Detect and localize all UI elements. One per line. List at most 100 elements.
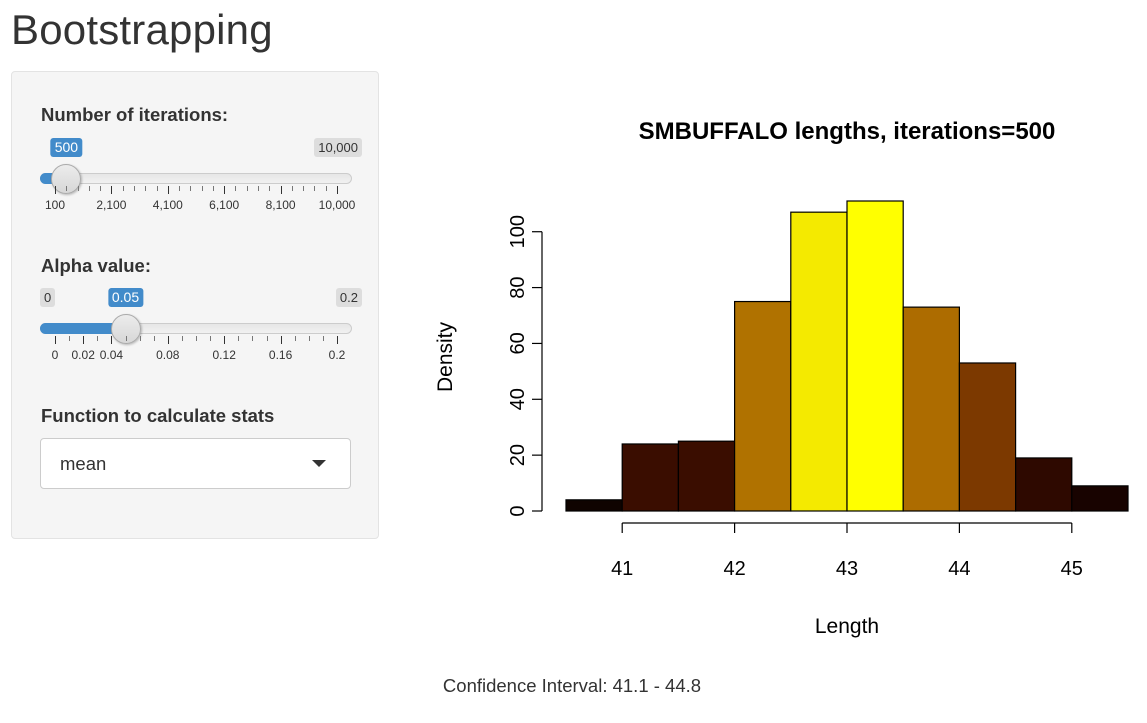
y-tick-label: 40 [507, 388, 529, 410]
alpha-label: Alpha value: [41, 255, 151, 276]
iterations-minor-tick [314, 186, 316, 191]
iterations-minor-tick [325, 186, 327, 191]
alpha-major-tick [83, 336, 85, 344]
iterations-minor-tick [235, 186, 237, 191]
histogram-bar [734, 300, 792, 512]
iterations-minor-tick [269, 186, 271, 191]
alpha-slider[interactable]: 0 0.2 0.05 0 0.02 0.04 0.08 0.12 0.16 0.2 [40, 288, 362, 378]
alpha-tick-label: 0.2 [328, 348, 346, 362]
histogram-bar [621, 443, 679, 512]
y-axis-label: Density [434, 321, 457, 392]
x-axis-label: Length [815, 615, 879, 638]
iterations-tick-label: 8,100 [265, 198, 296, 212]
iterations-tick-label: 2,100 [96, 198, 127, 212]
iterations-minor-tick [201, 186, 203, 191]
iterations-tick-label: 6,100 [209, 198, 240, 212]
confidence-interval-text: Confidence Interval: 41.1 - 44.8 [442, 675, 702, 696]
iterations-tick-label: 100 [44, 198, 66, 212]
iterations-major-tick [55, 186, 56, 194]
iterations-value-bubble: 500 [50, 138, 83, 157]
alpha-major-tick [224, 336, 226, 344]
alpha-tick-label: 0.08 [156, 348, 180, 362]
alpha-minor-tick [308, 336, 310, 341]
iterations-minor-tick [258, 186, 260, 191]
iterations-major-tick [224, 186, 226, 194]
alpha-minor-tick [153, 336, 155, 341]
y-tick-label: 20 [507, 444, 529, 466]
chart-title: SMBUFFALO lengths, iterations=500 [639, 118, 1056, 145]
iterations-minor-tick [77, 186, 79, 191]
x-tick-label: 45 [1061, 558, 1083, 580]
y-tick-label: 0 [507, 505, 529, 516]
histogram-bar [565, 499, 623, 512]
iterations-minor-tick [291, 186, 293, 191]
chevron-down-icon [312, 460, 326, 467]
stat-function-select[interactable]: mean [40, 438, 351, 489]
alpha-tick-label: 0.16 [268, 348, 293, 362]
alpha-minor-tick [181, 336, 183, 341]
iterations-minor-tick [122, 186, 124, 191]
x-tick-label: 41 [611, 558, 633, 580]
alpha-minor-tick [252, 336, 254, 341]
iterations-minor-tick [246, 186, 248, 191]
alpha-major-tick [280, 336, 282, 344]
alpha-major-tick [337, 336, 338, 344]
y-tick-label: 100 [507, 215, 529, 248]
iterations-minor-tick [212, 186, 214, 191]
iterations-minor-tick [100, 186, 102, 191]
stat-function-label: Function to calculate stats [41, 405, 275, 426]
iterations-max-bubble: 10,000 [314, 138, 362, 157]
sidebar-panel: Number of iterations: 10,000 500 100 2,10… [11, 71, 379, 539]
iterations-label: Number of iterations: [41, 104, 229, 125]
iterations-minor-tick [133, 186, 135, 191]
histogram-bar [958, 362, 1017, 512]
alpha-minor-tick [294, 336, 296, 341]
iterations-minor-tick [145, 186, 147, 191]
histogram-bar [902, 306, 961, 512]
iterations-tick-label: 4,100 [152, 198, 183, 212]
alpha-major-tick [111, 336, 113, 344]
alpha-minor-tick [69, 336, 71, 341]
iterations-minor-tick [179, 186, 181, 191]
iterations-track[interactable] [40, 173, 352, 184]
histogram-bar [1071, 485, 1129, 512]
iterations-major-tick [111, 186, 113, 194]
iterations-minor-tick [156, 186, 158, 191]
x-tick-label: 43 [836, 558, 858, 580]
histogram-bar [1014, 457, 1073, 512]
iterations-tick-label: 10,000 [318, 198, 356, 212]
alpha-tick-label: 0.12 [212, 348, 236, 362]
alpha-minor-tick [196, 336, 197, 341]
alpha-minor-tick [97, 336, 99, 341]
iterations-slider[interactable]: 10,000 500 100 2,100 4,100 6,100 8,100 10,000 [40, 138, 362, 228]
alpha-minor-tick [210, 336, 212, 341]
alpha-tick-label: 0.04 [99, 348, 124, 362]
iterations-major-tick [280, 186, 282, 194]
iterations-minor-tick [66, 186, 68, 191]
alpha-max-bubble: 0.2 [335, 288, 362, 307]
alpha-min-bubble: 0 [40, 288, 56, 307]
alpha-minor-tick [322, 336, 324, 341]
alpha-fill [40, 323, 126, 334]
alpha-value-bubble: 0.05 [107, 288, 144, 307]
alpha-minor-tick [125, 336, 127, 341]
x-tick-label: 44 [948, 558, 970, 580]
alpha-minor-tick [139, 336, 141, 341]
alpha-tick-label: 0 [51, 348, 59, 362]
histogram-bar [677, 440, 736, 512]
iterations-major-tick [167, 186, 169, 194]
y-tick-label: 60 [507, 332, 529, 354]
alpha-minor-tick [238, 336, 240, 341]
histogram-bar [846, 200, 904, 512]
histogram-plot: SMBUFFALO lengths, iterations=500 41 42 43 4… [434, 118, 1129, 638]
histogram-bar [790, 211, 848, 512]
alpha-major-tick [167, 336, 169, 344]
alpha-major-tick [55, 336, 56, 344]
alpha-tick-label: 0.02 [71, 348, 95, 362]
alpha-minor-tick [266, 336, 268, 341]
x-tick-label: 42 [723, 558, 745, 580]
stat-function-value: mean [60, 453, 107, 474]
iterations-minor-tick [190, 186, 192, 191]
iterations-minor-tick [88, 186, 90, 191]
iterations-major-tick [337, 186, 338, 194]
